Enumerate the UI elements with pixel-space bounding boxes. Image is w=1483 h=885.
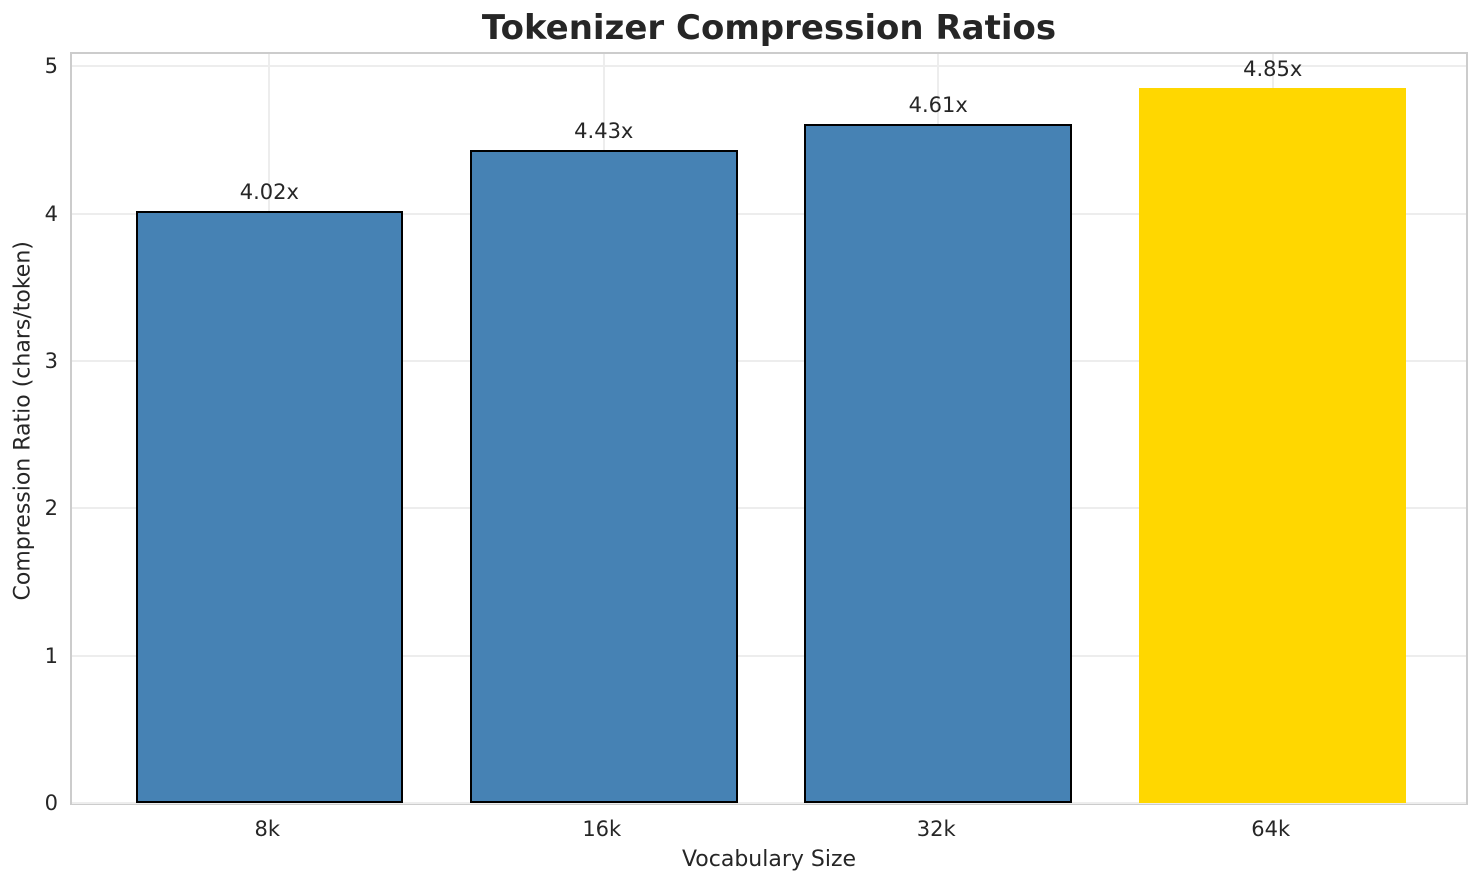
bar-value-label: 4.43x bbox=[574, 119, 634, 144]
gridline-horizontal bbox=[72, 212, 1466, 215]
bar-8k bbox=[135, 210, 404, 803]
chart-title: Tokenizer Compression Ratios bbox=[481, 8, 1057, 48]
gridline-horizontal bbox=[72, 65, 1466, 68]
y-tick-label: 5 bbox=[44, 54, 58, 79]
gridline-horizontal bbox=[72, 654, 1466, 657]
y-tick-label: 4 bbox=[44, 201, 58, 226]
x-tick-label: 8k bbox=[254, 817, 281, 841]
x-axis-label: Vocabulary Size bbox=[681, 847, 857, 872]
gridline-horizontal bbox=[72, 359, 1466, 362]
gridline-horizontal bbox=[72, 802, 1466, 804]
bar-value-label: 4.85x bbox=[1243, 57, 1303, 82]
y-axis-label: Compression Ratio (chars/token) bbox=[10, 241, 36, 601]
bar-16k bbox=[469, 150, 738, 803]
y-tick-label: 0 bbox=[44, 791, 58, 815]
y-tick-label: 2 bbox=[44, 496, 58, 521]
bar-64k bbox=[1138, 88, 1407, 803]
y-tick-label: 1 bbox=[44, 643, 58, 668]
gridline-horizontal bbox=[72, 507, 1466, 510]
y-tick-label: 3 bbox=[44, 348, 58, 373]
bar-value-label: 4.61x bbox=[908, 92, 968, 117]
plot-area: 4.02x 4.43x 4.61x 4.85x bbox=[70, 52, 1468, 805]
bar-32k bbox=[804, 123, 1072, 803]
x-tick-label: 32k bbox=[916, 817, 956, 841]
x-tick-label: 64k bbox=[1251, 817, 1291, 841]
bar-value-label: 4.02x bbox=[239, 179, 299, 204]
x-tick-label: 16k bbox=[582, 817, 622, 841]
